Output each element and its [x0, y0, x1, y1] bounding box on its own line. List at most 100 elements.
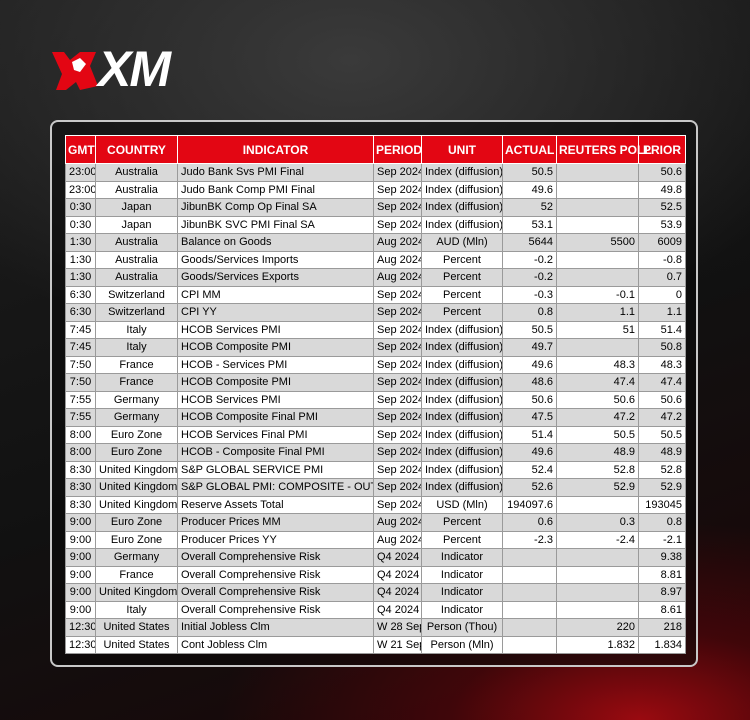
- table-cell: Producer Prices YY: [177, 530, 374, 549]
- table-cell: 12:30: [65, 618, 96, 637]
- table-cell: Australia: [95, 268, 178, 287]
- table-row: 9:00 Euro Zone Producer Prices MM Aug 2024 P…: [65, 513, 686, 532]
- column-header: PRIOR: [638, 135, 686, 164]
- table-cell: [556, 250, 639, 269]
- table-cell: 53.9: [638, 215, 686, 234]
- table-cell: Percent: [421, 303, 503, 322]
- table-cell: HCOB Services Final PMI: [177, 425, 374, 444]
- table-cell: Initial Jobless Clm: [177, 618, 374, 637]
- table-cell: France: [95, 373, 178, 392]
- table-cell: 9:00: [65, 565, 96, 584]
- table-cell: 49.7: [502, 338, 557, 357]
- table-cell: 7:55: [65, 408, 96, 427]
- table-cell: 9:00: [65, 513, 96, 532]
- table-cell: Q4 2024: [373, 565, 422, 584]
- table-cell: Judo Bank Svs PMI Final: [177, 163, 374, 182]
- table-row: 9:00 Italy Overall Comprehensive Risk Q4 20…: [65, 600, 686, 619]
- table-cell: Sep 2024: [373, 163, 422, 182]
- table-cell: -2.1: [638, 530, 686, 549]
- table-cell: 47.2: [638, 408, 686, 427]
- table-cell: Euro Zone: [95, 513, 178, 532]
- table-cell: Sep 2024: [373, 198, 422, 217]
- table-cell: Sep 2024: [373, 495, 422, 514]
- table-cell: [556, 198, 639, 217]
- table-cell: Producer Prices MM: [177, 513, 374, 532]
- table-cell: 49.6: [502, 443, 557, 462]
- table-cell: Index (diffusion): [421, 460, 503, 479]
- table-row: 12:30 United States Initial Jobless Clm W 2…: [65, 618, 686, 637]
- table-cell: 47.4: [638, 373, 686, 392]
- table-cell: 12:30: [65, 635, 96, 654]
- table-row: 8:30 United Kingdom S&P GLOBAL PMI: COMPOS…: [65, 478, 686, 497]
- table-cell: Cont Jobless Clm: [177, 635, 374, 654]
- table-cell: Aug 2024: [373, 268, 422, 287]
- table-cell: 1:30: [65, 268, 96, 287]
- table-cell: 9:00: [65, 548, 96, 567]
- table-cell: Germany: [95, 390, 178, 409]
- table-cell: 48.3: [638, 355, 686, 374]
- table-cell: 0:30: [65, 198, 96, 217]
- table-cell: 50.5: [638, 425, 686, 444]
- table-cell: Sep 2024: [373, 478, 422, 497]
- table-cell: [502, 565, 557, 584]
- table-cell: Aug 2024: [373, 250, 422, 269]
- column-header: PERIOD: [373, 135, 422, 164]
- table-cell: 1.834: [638, 635, 686, 654]
- table-row: 7:55 Germany HCOB Services PMI Sep 2024 Inde…: [65, 390, 686, 409]
- table-cell: Reserve Assets Total: [177, 495, 374, 514]
- table-cell: Index (diffusion): [421, 180, 503, 199]
- table-cell: CPI MM: [177, 285, 374, 304]
- table-cell: 47.2: [556, 408, 639, 427]
- table-cell: 0.6: [502, 513, 557, 532]
- table-cell: Index (diffusion): [421, 355, 503, 374]
- table-cell: 47.4: [556, 373, 639, 392]
- table-cell: 9:00: [65, 583, 96, 602]
- table-cell: 1:30: [65, 250, 96, 269]
- table-row: 7:45 Italy HCOB Composite PMI Sep 2024 Index…: [65, 338, 686, 357]
- table-cell: Germany: [95, 408, 178, 427]
- table-cell: [556, 583, 639, 602]
- table-cell: Index (diffusion): [421, 320, 503, 339]
- table-row: 0:30 Japan JibunBK Comp Op Final SA Sep 202…: [65, 198, 686, 217]
- table-cell: W 21 Sep: [373, 635, 422, 654]
- table-cell: 220: [556, 618, 639, 637]
- table-row: 9:00 Euro Zone Producer Prices YY Aug 2024 P…: [65, 530, 686, 549]
- table-cell: Sep 2024: [373, 285, 422, 304]
- table-cell: France: [95, 565, 178, 584]
- table-row: 7:50 France HCOB Composite PMI Sep 2024 Inde…: [65, 373, 686, 392]
- table-cell: 7:45: [65, 338, 96, 357]
- table-cell: Euro Zone: [95, 443, 178, 462]
- table-cell: Index (diffusion): [421, 163, 503, 182]
- table-cell: 1.1: [638, 303, 686, 322]
- table-cell: Euro Zone: [95, 425, 178, 444]
- table-cell: 1.832: [556, 635, 639, 654]
- table-cell: Italy: [95, 320, 178, 339]
- table-cell: Index (diffusion): [421, 373, 503, 392]
- column-header: GMT: [65, 135, 96, 164]
- table-cell: 7:50: [65, 355, 96, 374]
- table-cell: United States: [95, 618, 178, 637]
- table-cell: Index (diffusion): [421, 198, 503, 217]
- table-cell: 51.4: [502, 425, 557, 444]
- table-cell: Person (Mln): [421, 635, 503, 654]
- table-cell: 48.9: [556, 443, 639, 462]
- table-row: 9:00 France Overall Comprehensive Risk Q4 2…: [65, 565, 686, 584]
- table-cell: United Kingdom: [95, 460, 178, 479]
- table-cell: JibunBK SVC PMI Final SA: [177, 215, 374, 234]
- table-cell: 48.6: [502, 373, 557, 392]
- table-cell: Percent: [421, 250, 503, 269]
- table-cell: HCOB Composite Final PMI: [177, 408, 374, 427]
- table-cell: 53.1: [502, 215, 557, 234]
- table-row: 1:30 Australia Goods/Services Imports Aug 2…: [65, 250, 686, 269]
- table-cell: [556, 180, 639, 199]
- table-cell: Indicator: [421, 583, 503, 602]
- table-cell: [502, 600, 557, 619]
- table-row: 9:00 Germany Overall Comprehensive Risk Q4 …: [65, 548, 686, 567]
- table-cell: 23:00: [65, 163, 96, 182]
- table-cell: 48.9: [638, 443, 686, 462]
- table-row: 1:30 Australia Balance on Goods Aug 2024 AUD…: [65, 233, 686, 252]
- table-cell: Sep 2024: [373, 460, 422, 479]
- table-cell: [556, 548, 639, 567]
- table-row: 9:00 United Kingdom Overall Comprehensive …: [65, 583, 686, 602]
